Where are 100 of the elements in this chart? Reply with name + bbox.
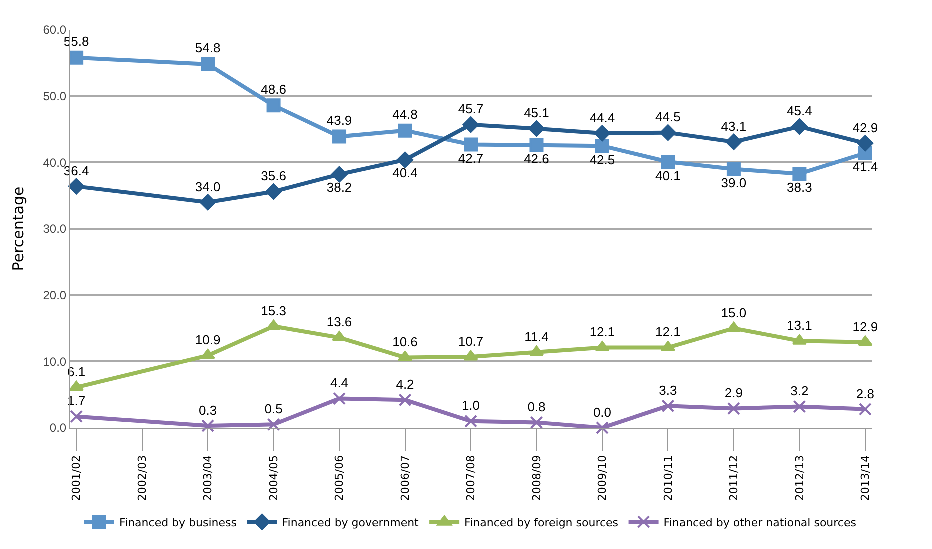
data-label: 42.9 xyxy=(852,120,878,136)
point xyxy=(398,394,412,407)
data-label: 2.9 xyxy=(724,386,743,401)
point xyxy=(660,124,676,141)
data-label: 44.5 xyxy=(656,110,681,125)
x-tick-label: 2012/13 xyxy=(793,455,806,502)
point xyxy=(726,162,741,176)
data-label: 45.4 xyxy=(787,104,812,119)
point xyxy=(462,116,480,134)
x-tick-label: 2005/06 xyxy=(333,455,346,502)
point xyxy=(858,336,873,346)
data-label: 3.3 xyxy=(659,382,678,398)
legend-label: Financed by other national sources xyxy=(664,516,857,530)
data-label: 0.5 xyxy=(264,402,283,417)
point xyxy=(200,349,216,360)
legend-label: Financed by business xyxy=(120,516,238,530)
point xyxy=(726,322,742,332)
data-label: 13.1 xyxy=(787,318,812,333)
data-label: 0.0 xyxy=(593,404,612,420)
y-tick-label: 60.0 xyxy=(43,23,67,38)
point xyxy=(266,184,282,200)
point xyxy=(595,139,610,154)
point xyxy=(792,166,807,181)
point xyxy=(464,414,478,428)
point xyxy=(662,400,675,413)
data-label: 10.7 xyxy=(458,334,484,349)
data-label: 0.3 xyxy=(199,402,218,418)
x-tick-label: 2001/02 xyxy=(70,455,84,502)
data-label: 43.1 xyxy=(721,118,747,134)
point xyxy=(594,125,611,142)
data-label: 11.4 xyxy=(524,329,549,344)
point xyxy=(68,178,85,195)
data-label: 40.4 xyxy=(392,166,418,181)
point xyxy=(201,57,216,72)
data-label: 45.1 xyxy=(524,106,550,121)
data-label: 10.6 xyxy=(392,334,418,350)
x-tick-label: 2008/09 xyxy=(530,455,544,502)
data-label: 42.6 xyxy=(524,152,550,167)
y-tick-label: 30.0 xyxy=(43,222,67,236)
data-label: 15.0 xyxy=(721,305,747,320)
point xyxy=(858,402,872,416)
data-label: 15.3 xyxy=(261,303,286,318)
data-label: 41.4 xyxy=(852,160,878,175)
point xyxy=(332,331,347,342)
x-tick-label: 2011/12 xyxy=(728,455,741,502)
data-label: 45.7 xyxy=(458,102,484,117)
data-label: 12.1 xyxy=(590,324,616,340)
data-label: 10.9 xyxy=(195,332,221,348)
x-tick-label: 2013/14 xyxy=(859,455,872,502)
point xyxy=(333,392,346,406)
legend-label: Financed by foreign sources xyxy=(464,516,619,530)
data-label: 12.9 xyxy=(852,319,878,334)
point xyxy=(857,135,874,152)
y-axis-title: Percentage xyxy=(9,186,28,272)
data-label: 39.0 xyxy=(721,176,747,191)
data-label: 38.2 xyxy=(326,180,352,196)
data-label: 38.3 xyxy=(787,180,812,196)
data-label: 1.0 xyxy=(462,398,480,414)
point xyxy=(529,346,544,356)
y-tick-label: 50.0 xyxy=(43,90,67,104)
data-label: 42.7 xyxy=(458,151,484,166)
data-label: 12.1 xyxy=(656,324,681,340)
point xyxy=(69,381,84,392)
point xyxy=(398,124,412,138)
y-tick-label: 10.0 xyxy=(43,354,67,369)
y-tick-label: 0.0 xyxy=(50,421,67,436)
point xyxy=(726,134,742,150)
point xyxy=(397,152,414,168)
data-label: 13.6 xyxy=(326,314,352,330)
point xyxy=(792,118,808,135)
point xyxy=(727,402,740,416)
x-tick-label: 2002/03 xyxy=(136,455,149,502)
y-tick-label: 20.0 xyxy=(43,288,67,303)
point xyxy=(70,50,84,65)
data-label: 3.2 xyxy=(790,384,809,399)
point xyxy=(267,418,280,432)
data-label: 2.8 xyxy=(856,386,874,402)
x-tick-label: 2003/04 xyxy=(202,455,215,502)
legend-label: Financed by government xyxy=(282,516,420,530)
point xyxy=(528,120,545,137)
data-label: 40.1 xyxy=(656,168,681,184)
data-label: 0.8 xyxy=(528,400,546,415)
data-label: 44.8 xyxy=(392,107,418,122)
data-label: 4.4 xyxy=(330,376,349,391)
data-label: 44.4 xyxy=(590,110,616,126)
point xyxy=(202,420,215,433)
point xyxy=(266,98,281,113)
point xyxy=(661,155,676,169)
point xyxy=(464,350,478,361)
data-label: 48.6 xyxy=(261,82,286,97)
point xyxy=(200,194,216,211)
x-tick-label: 2004/05 xyxy=(267,455,280,502)
point xyxy=(595,341,610,352)
point xyxy=(530,138,544,152)
point xyxy=(464,138,478,152)
x-tick-label: 2009/10 xyxy=(596,455,610,502)
point xyxy=(331,166,348,183)
data-label: 34.0 xyxy=(195,179,221,194)
point xyxy=(70,410,84,424)
data-label: 43.9 xyxy=(326,113,352,128)
